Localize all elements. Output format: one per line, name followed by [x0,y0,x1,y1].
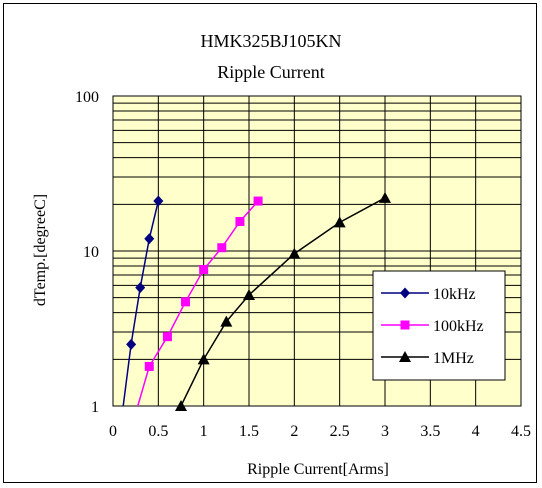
data-point-100kHz [162,332,172,342]
data-point-100kHz [235,216,245,226]
x-tick-label: 0.5 [148,423,168,440]
data-point-10kHz [144,233,155,245]
y-tick-label: 10 [83,244,99,261]
plot-border [112,95,522,407]
legend: 10kHz 100kHz 1MHz [372,270,506,381]
y-tick-label: 100 [75,89,99,106]
data-point-10kHz [126,338,137,350]
chart-subtitle: Ripple Current [217,62,325,82]
data-point-100kHz [253,196,263,206]
legend-label: 10kHz [433,286,476,303]
x-tick-label: 4 [472,423,480,440]
data-point-100kHz [181,297,191,307]
legend-label: 100kHz [433,318,484,335]
data-point-100kHz [199,264,209,274]
y-tick-label: 1 [91,399,99,416]
y-axis-label: dTemp.[degreeC] [32,194,49,306]
x-tick-label: 1.5 [239,423,259,440]
x-tick-label: 2 [290,423,298,440]
legend-marker [400,287,410,299]
legend-marker [400,320,410,330]
chart-title: HMK325BJ105KN [200,31,342,51]
data-point-10kHz [153,195,164,207]
data-point-1MHz [243,289,255,301]
legend-label: 1MHz [433,350,474,367]
data-point-1MHz [333,216,346,228]
x-axis-label: Ripple Current[Arms] [247,461,389,478]
data-point-1MHz [175,400,187,411]
data-point-100kHz [217,243,227,253]
data-point-100kHz [144,361,154,371]
data-point-10kHz [135,282,146,294]
x-tick-label: 3 [381,423,389,440]
data-point-1MHz [197,353,210,365]
x-tick-label: 3.5 [420,423,440,440]
x-tick-label: 4.5 [511,423,531,440]
data-point-1MHz [220,315,233,327]
x-tick-label: 0 [109,423,117,440]
legend-marker [399,351,411,362]
x-tick-label: 2.5 [330,423,350,440]
data-point-1MHz [379,191,391,203]
data-point-1MHz [288,247,301,259]
x-tick-label: 1 [200,423,208,440]
